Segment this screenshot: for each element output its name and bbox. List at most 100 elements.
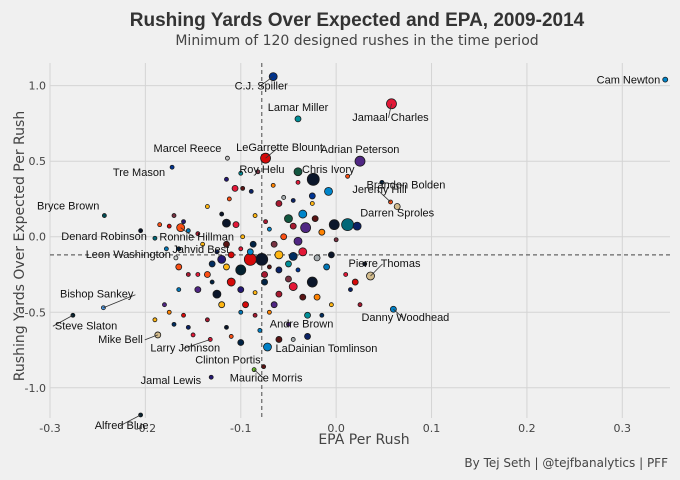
leader-line bbox=[393, 308, 404, 319]
data-point bbox=[181, 219, 186, 225]
player-label: Jamaal Charles bbox=[352, 112, 429, 124]
data-point bbox=[286, 321, 291, 327]
y-axis-label: Rushing Yards Over Expected Per Rush bbox=[12, 111, 28, 381]
player-label: Jahvid Best bbox=[172, 244, 229, 256]
leader-line bbox=[183, 339, 211, 349]
data-point bbox=[200, 241, 206, 247]
data-point bbox=[237, 339, 245, 346]
data-point bbox=[290, 198, 296, 203]
labeled-points bbox=[70, 72, 669, 418]
label-leader-lines bbox=[52, 76, 404, 427]
player-labels: Cam Newton C.J. Spiller Lamar Miller Jamaal… bbox=[37, 75, 660, 432]
data-point bbox=[181, 312, 186, 318]
data-point-labeled bbox=[173, 255, 179, 261]
data-point bbox=[214, 249, 220, 255]
data-point bbox=[341, 218, 355, 232]
y-tick-labels: -1.0 -0.5 0.0 0.5 1.0 bbox=[25, 80, 46, 395]
data-point bbox=[295, 267, 301, 273]
data-point-labeled bbox=[101, 213, 107, 218]
data-point-labeled bbox=[304, 333, 311, 340]
x-tick-labels: -0.3 -0.2 -0.1 0.0 0.1 0.2 0.3 bbox=[39, 422, 631, 435]
data-point bbox=[138, 228, 144, 234]
data-point bbox=[270, 301, 278, 309]
data-point bbox=[240, 234, 246, 240]
player-label: Jamal Lewis bbox=[141, 375, 202, 387]
data-point bbox=[306, 172, 320, 186]
data-point bbox=[238, 170, 244, 176]
leader-line bbox=[144, 334, 158, 341]
player-label: Darren Sproles bbox=[360, 208, 434, 220]
data-point bbox=[224, 176, 229, 182]
data-point bbox=[228, 334, 234, 339]
data-point bbox=[298, 209, 308, 219]
data-point bbox=[333, 237, 339, 243]
data-point bbox=[319, 312, 325, 318]
data-point bbox=[348, 287, 353, 292]
data-point bbox=[299, 293, 307, 301]
grid bbox=[49, 63, 670, 418]
data-point bbox=[270, 182, 276, 188]
player-label: Denard Robinson bbox=[61, 231, 147, 243]
data-point bbox=[281, 195, 287, 200]
player-label: Steve Slaton bbox=[55, 320, 117, 332]
data-point bbox=[223, 240, 230, 248]
player-label: Marcel Reece bbox=[154, 143, 222, 155]
data-point bbox=[274, 250, 284, 260]
data-point bbox=[224, 324, 229, 330]
data-point bbox=[231, 184, 239, 192]
player-label: Adrian Peterson bbox=[321, 144, 400, 156]
x-tick-label: -0.1 bbox=[230, 422, 251, 435]
leader-line bbox=[258, 76, 274, 87]
data-point bbox=[261, 271, 269, 278]
data-point bbox=[328, 302, 334, 308]
data-point bbox=[288, 282, 298, 291]
x-tick-label: 0.1 bbox=[423, 422, 441, 435]
data-point bbox=[284, 214, 293, 223]
data-point bbox=[240, 185, 246, 191]
data-point bbox=[285, 260, 292, 268]
x-tick-label: 0.2 bbox=[518, 422, 536, 435]
data-point bbox=[252, 290, 258, 296]
leader-line bbox=[103, 294, 136, 309]
data-point bbox=[249, 240, 257, 248]
data-point bbox=[289, 222, 297, 230]
x-tick-label: 0.3 bbox=[614, 422, 632, 435]
data-point bbox=[152, 317, 158, 323]
chart-title: Rushing Yards Over Expected and EPA, 200… bbox=[130, 10, 585, 31]
data-point bbox=[248, 189, 254, 194]
data-point bbox=[309, 201, 315, 206]
data-point bbox=[166, 223, 172, 229]
data-point-labeled bbox=[225, 155, 230, 161]
data-point bbox=[238, 246, 244, 252]
data-point bbox=[288, 251, 298, 261]
data-point-labeled bbox=[169, 164, 175, 170]
data-point bbox=[226, 277, 236, 287]
leader-line bbox=[119, 414, 141, 427]
data-point bbox=[362, 261, 368, 267]
data-point bbox=[266, 264, 272, 270]
data-point bbox=[217, 254, 227, 264]
data-point bbox=[238, 309, 244, 315]
player-label: Pierre Thomas bbox=[349, 258, 421, 270]
data-point-labeled bbox=[263, 342, 272, 352]
data-point bbox=[313, 293, 321, 301]
data-point bbox=[204, 317, 210, 323]
leader-line bbox=[180, 227, 195, 238]
data-point bbox=[219, 211, 225, 217]
data-point bbox=[232, 221, 240, 229]
data-point bbox=[226, 196, 232, 202]
data-point-labeled bbox=[255, 169, 261, 175]
data-point bbox=[171, 321, 177, 327]
data-point bbox=[194, 286, 202, 293]
data-point-labeled bbox=[152, 235, 158, 241]
data-point bbox=[176, 246, 182, 252]
x-tick-label: 0.0 bbox=[327, 422, 345, 435]
data-point bbox=[300, 222, 312, 234]
data-point bbox=[195, 231, 201, 237]
data-point-labeled bbox=[208, 374, 214, 380]
player-label: Cam Newton bbox=[597, 75, 661, 87]
y-tick-label: 0.5 bbox=[29, 155, 47, 168]
player-label: LeGarrette Blount bbox=[236, 142, 323, 154]
data-point bbox=[327, 251, 335, 259]
